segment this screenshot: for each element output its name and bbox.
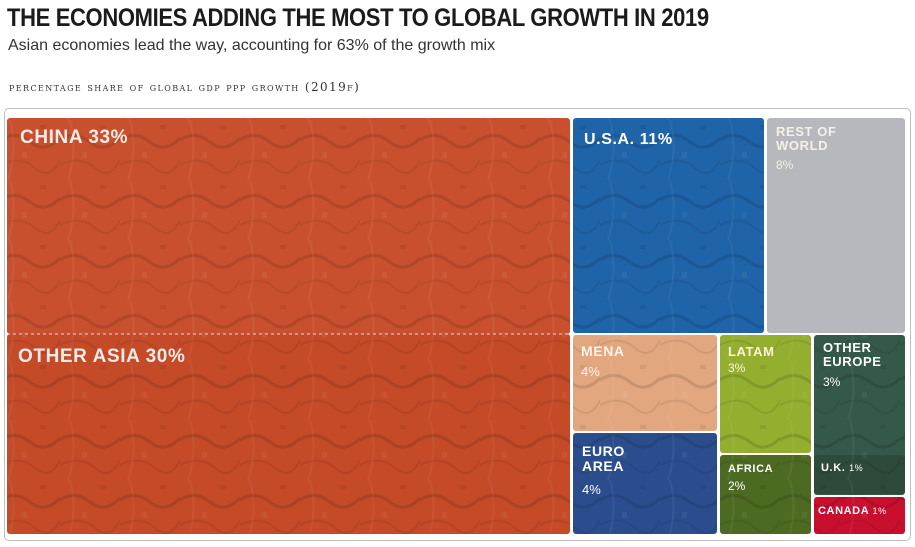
tile-value-africa: 2% [728,479,746,493]
tile-texture-euro-area [573,433,717,534]
tile-label-mena: MENA [581,343,625,359]
tile-texture-china [7,118,570,334]
tile-texture-u-k [814,455,905,494]
tile-label-u-s-a: U.S.A. 11% [584,131,673,148]
treemap-tile-canada: CANADA 1% [814,497,905,534]
treemap-tile-euro-area: EURO AREA 4% [573,433,717,534]
tile-value-euro-area: 4% [582,482,601,497]
treemap-tile-u-s-a: U.S.A. 11% [573,118,764,333]
tile-texture-latam [720,335,811,453]
tile-texture-u-s-a [573,118,764,333]
tile-label-rest-of-world: REST OF WORLD [776,124,837,153]
tile-label-china: CHINA 33% [20,127,128,148]
tile-texture-mena [573,335,717,431]
tile-texture-africa [720,455,811,534]
chart-title: THE ECONOMIES ADDING THE MOST TO GLOBAL … [7,4,709,32]
tile-rect-rest-of-world [767,118,905,333]
tile-value-mena: 4% [581,364,600,379]
treemap-tile-mena: MENA 4% [573,335,717,431]
tile-label-other-asia: OTHER ASIA 30% [18,346,185,367]
tile-label-africa: AFRICA [728,463,773,475]
tile-label-u-k: U.K. 1% [821,462,863,474]
tile-label-latam: LATAM [728,344,775,359]
chart-caption: PERCENTAGE SHARE OF GLOBAL GDP PPP GROWT… [9,80,361,94]
tile-value-rest-of-world: 8% [776,158,794,172]
tile-texture-canada [814,497,905,534]
treemap-tile-u-k: U.K. 1% [814,455,905,494]
tile-value-latam: 3% [728,361,746,375]
tile-label-canada: CANADA 1% [818,505,887,517]
tile-label-euro-area: EURO AREA [582,443,625,474]
treemap-tile-africa: AFRICA 2% [720,455,811,534]
treemap-tile-china: CHINA 33% [7,118,570,334]
treemap-tile-latam: LATAM 3% [720,335,811,453]
treemap-tile-other-asia: OTHER ASIA 30% [7,334,570,534]
tile-texture-other-asia [7,334,570,534]
chart-subtitle: Asian economies lead the way, accounting… [8,37,496,54]
treemap-tile-rest-of-world: REST OF WORLD 8% [767,118,905,333]
chart-frame [4,108,911,541]
tile-value-other-europe: 3% [823,375,841,389]
tile-label-other-europe: OTHER EUROPE [823,340,882,369]
